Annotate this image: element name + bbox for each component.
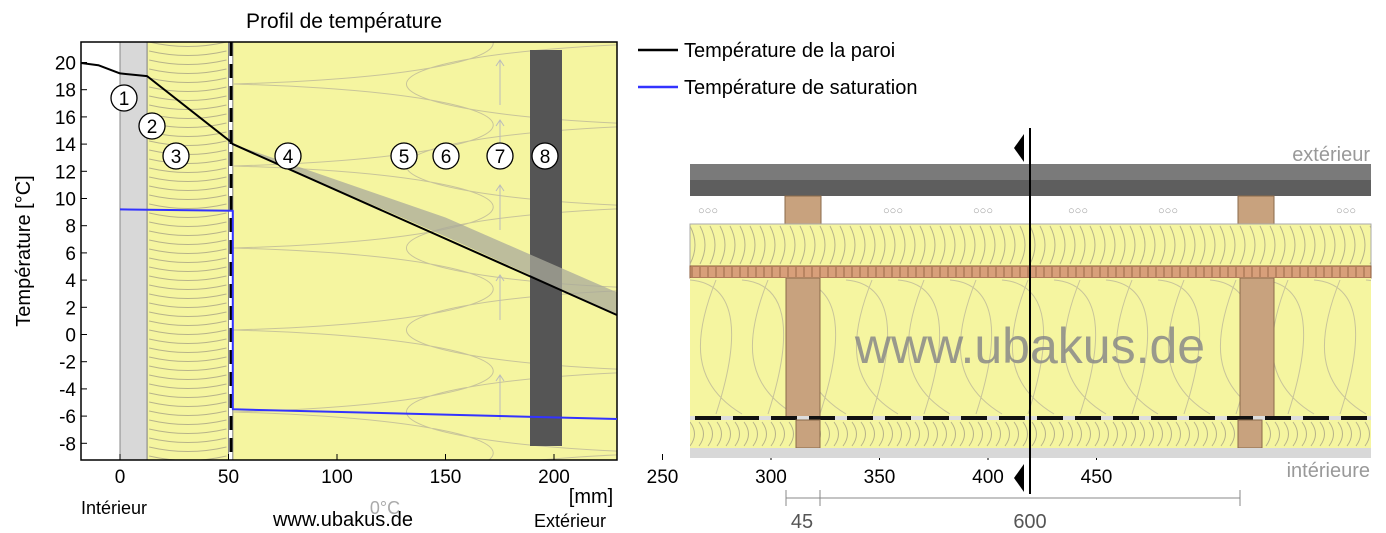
y-tick-label: 20: [55, 54, 76, 75]
y-tick-label: 16: [55, 108, 76, 129]
layer-number-circle: [274, 142, 302, 170]
y-tick-label: 0: [65, 326, 76, 347]
y-tick-label: -6: [59, 407, 76, 428]
x-tick-label: 200: [538, 467, 570, 488]
legend-saturation-temp: Température de saturation: [684, 77, 917, 99]
vent-mark: ○○○: [1158, 205, 1178, 217]
layer-roof-cover-panel: [530, 50, 562, 446]
y-tick-label: -4: [59, 380, 76, 401]
y-tick-label: 8: [65, 217, 76, 238]
y-tick-label: 10: [55, 190, 76, 211]
zero-degree-marker: 0°C: [370, 498, 400, 518]
rafter: [785, 277, 821, 419]
layer-number-circle: [531, 142, 559, 170]
layer-number: 2: [147, 117, 158, 138]
dimension-line: [785, 490, 1241, 506]
chart-title: Profil de température: [246, 10, 442, 33]
x-tick-label: 450: [1081, 467, 1113, 488]
wall-temperature-line: [81, 62, 617, 317]
layer-number: 3: [171, 147, 182, 168]
layer-number-circle: [486, 142, 514, 170]
plot-frame: [80, 41, 618, 461]
layer-number: 7: [495, 147, 506, 168]
chart-watermark: www.ubakus.de: [272, 509, 413, 531]
lower-batten: [795, 419, 821, 449]
layer-number: 8: [540, 147, 551, 168]
layer-number: 1: [119, 89, 130, 110]
y-tick-label: 6: [65, 244, 76, 265]
y-tick-label: 12: [55, 162, 76, 183]
section-exterior-label: extérieur: [1292, 144, 1370, 166]
y-tick-label: -2: [59, 353, 76, 374]
vent-mark: ○○○: [1336, 205, 1356, 217]
chart-legend: Température de la paroi Température de s…: [638, 40, 917, 99]
vent-mark: ○○○: [973, 205, 993, 217]
y-tick-label: 2: [65, 298, 76, 319]
x-tick-label: 350: [864, 467, 896, 488]
layer-plaster: [119, 42, 148, 460]
x-tick-label: 250: [647, 467, 679, 488]
y-tick-label: -8: [59, 434, 76, 455]
layer-number-circle: [432, 142, 460, 170]
section-interior-label: intérieure: [1287, 460, 1370, 482]
layer-number-circle: [138, 112, 166, 140]
batten: [1237, 195, 1275, 225]
y-tick-label: 4: [65, 271, 76, 292]
layer-number: 6: [441, 147, 452, 168]
lower-batten: [1237, 419, 1263, 449]
dimension-600: 600: [1013, 511, 1046, 533]
layer-number-circle: [110, 84, 138, 112]
vent-mark: ○○○: [698, 205, 718, 217]
interior-label: Intérieur: [81, 498, 147, 518]
layer-number-circle: [390, 142, 418, 170]
construction-section: extérieur ○○○ ○○○ ○○○ ○○○ ○○○ ○○○ intérieure: [689, 128, 1372, 533]
y-tick-label: 18: [55, 81, 76, 102]
layer-number: 4: [283, 147, 294, 168]
x-tick-label: 400: [972, 467, 1004, 488]
layer-number: 5: [399, 147, 410, 168]
batten: [784, 195, 822, 225]
section-cut-arrow-top: [1014, 134, 1024, 162]
section-cut-arrow-bottom: [1014, 464, 1024, 492]
legend-wall-temp: Température de la paroi: [684, 40, 895, 62]
x-tick-label: 300: [755, 467, 787, 488]
vent-mark: ○○○: [883, 205, 903, 217]
x-tick-label: 0: [115, 467, 126, 488]
x-tick-label: 50: [218, 467, 239, 488]
dimension-45: 45: [791, 511, 813, 533]
layer-number-circle: [162, 142, 190, 170]
y-axis-label: Température [°C]: [13, 175, 35, 326]
x-tick-label: 100: [321, 467, 353, 488]
vent-mark: ○○○: [1068, 205, 1088, 217]
saturation-temperature-line: [119, 208, 617, 420]
x-tick-label: 150: [430, 467, 462, 488]
rafter: [1239, 277, 1275, 419]
exterior-label: Extérieur: [534, 511, 606, 531]
y-tick-label: 14: [55, 135, 77, 156]
x-axis-unit: [mm]: [569, 486, 613, 508]
